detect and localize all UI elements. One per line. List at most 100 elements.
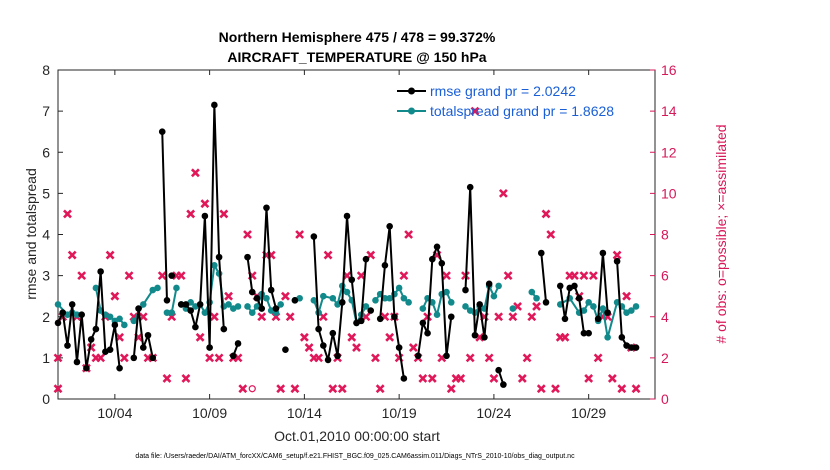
rmse-point bbox=[258, 305, 266, 312]
totalspread-point bbox=[320, 292, 327, 300]
totalspread-point bbox=[130, 317, 138, 325]
y-tick-label: 6 bbox=[42, 144, 50, 160]
rmse-point bbox=[220, 325, 228, 333]
rmse-point bbox=[367, 307, 375, 314]
rmse-point bbox=[438, 259, 446, 267]
obs-assimilated-marker bbox=[138, 312, 148, 322]
obs-assimilated-marker bbox=[622, 291, 631, 301]
obs-assimilated-marker bbox=[314, 353, 324, 363]
x-tick-label: 10/04 bbox=[97, 405, 132, 421]
obs-assimilated-marker bbox=[243, 230, 252, 239]
rmse-point bbox=[580, 329, 588, 337]
rmse-point bbox=[537, 249, 545, 257]
rmse-point bbox=[130, 354, 138, 362]
rmse-point bbox=[206, 344, 213, 351]
rmse-point bbox=[571, 282, 578, 290]
obs-assimilated-marker bbox=[503, 271, 513, 281]
rmse-point bbox=[433, 243, 441, 251]
obs-assimilated-marker bbox=[53, 353, 63, 363]
rmse-point bbox=[187, 307, 194, 314]
rmse-line bbox=[464, 187, 491, 338]
y-right-tick-label: 2 bbox=[661, 350, 669, 366]
rmse-line bbox=[246, 256, 254, 293]
rmse-point bbox=[230, 352, 237, 360]
obs-assimilated-marker bbox=[295, 230, 305, 239]
obs-assimilated-marker bbox=[110, 291, 120, 301]
obs-assimilated-marker bbox=[522, 353, 532, 363]
obs-count-series bbox=[53, 106, 641, 394]
rmse-point bbox=[329, 329, 337, 337]
footer-filepath: data file: /Users/raeder/DAI/ATM_forcXX/… bbox=[135, 453, 575, 460]
rmse-line bbox=[379, 226, 405, 379]
legend-spread-label: totalspread grand pr = 1.8628 bbox=[430, 103, 614, 119]
rmse-point bbox=[196, 301, 204, 308]
obs-assimilated-marker bbox=[593, 353, 603, 363]
obs-assimilated-marker bbox=[442, 271, 451, 281]
totalspread-point bbox=[405, 299, 412, 306]
totalspread-point bbox=[391, 290, 398, 298]
y-right-tick-label: 10 bbox=[661, 185, 677, 201]
obs-assimilated-marker bbox=[536, 384, 546, 394]
totalspread-point bbox=[248, 309, 256, 316]
obs-assimilated-marker bbox=[508, 312, 518, 322]
totalspread-point bbox=[201, 309, 209, 316]
rmse-point bbox=[376, 315, 384, 323]
rmse-point bbox=[320, 342, 327, 349]
obs-assimilated-marker bbox=[408, 343, 418, 353]
obs-assimilated-marker bbox=[546, 230, 556, 239]
rmse-point bbox=[244, 253, 251, 261]
rmse-line bbox=[161, 131, 168, 301]
totalspread-point bbox=[447, 299, 455, 306]
obs-assimilated-marker bbox=[456, 374, 466, 383]
y-tick-label: 1 bbox=[42, 350, 50, 366]
totalspread-point bbox=[372, 297, 379, 304]
rmse-point bbox=[476, 301, 483, 308]
rmse-point bbox=[149, 354, 157, 362]
x-tick-label: 10/14 bbox=[287, 405, 322, 421]
obs-assimilated-marker bbox=[77, 271, 87, 281]
rmse-point bbox=[556, 282, 564, 290]
rmse-point bbox=[500, 381, 507, 388]
rmse-point bbox=[447, 313, 455, 321]
rmse-point bbox=[291, 297, 299, 304]
obs-assimilated-marker bbox=[404, 230, 414, 239]
rmse-point bbox=[234, 340, 242, 347]
obs-assimilated-marker bbox=[579, 271, 589, 281]
obs-assimilated-marker bbox=[560, 332, 570, 342]
obs-assimilated-marker bbox=[418, 374, 428, 383]
rmse-point bbox=[334, 352, 341, 360]
obs-assimilated-marker bbox=[371, 353, 380, 363]
totalspread-point bbox=[395, 284, 403, 292]
rmse-series bbox=[54, 101, 640, 388]
rmse-point bbox=[604, 309, 611, 316]
y-tick-label: 2 bbox=[42, 309, 50, 325]
totalspread-point bbox=[263, 294, 270, 302]
rmse-point bbox=[310, 233, 318, 240]
rmse-point bbox=[429, 255, 436, 263]
rmse-point bbox=[272, 305, 280, 312]
rmse-point bbox=[263, 204, 270, 212]
rmse-point bbox=[585, 329, 592, 337]
totalspread-point bbox=[343, 288, 351, 296]
totalspread-point bbox=[211, 262, 218, 269]
obs-assimilated-marker bbox=[427, 374, 437, 383]
y-right-tick-label: 0 bbox=[661, 391, 669, 407]
rmse-point bbox=[83, 364, 90, 372]
rmse-point bbox=[182, 301, 190, 308]
rmse-point bbox=[542, 299, 550, 306]
obs-assimilated-marker bbox=[588, 271, 598, 281]
rmse-point bbox=[466, 183, 474, 191]
obs-assimilated-marker bbox=[124, 271, 134, 281]
totalspread-point bbox=[533, 294, 540, 302]
obs-assimilated-marker bbox=[285, 312, 295, 322]
totalspread-point bbox=[225, 301, 232, 308]
obs-assimilated-marker bbox=[570, 271, 579, 281]
rmse-point bbox=[192, 323, 199, 331]
totalspread-point bbox=[277, 301, 284, 308]
x-tick-label: 10/09 bbox=[192, 405, 227, 421]
obs-assimilated-marker bbox=[299, 332, 309, 342]
rmse-point bbox=[135, 305, 142, 312]
rmse-point bbox=[381, 262, 389, 269]
obs-assimilated-marker bbox=[219, 209, 229, 219]
